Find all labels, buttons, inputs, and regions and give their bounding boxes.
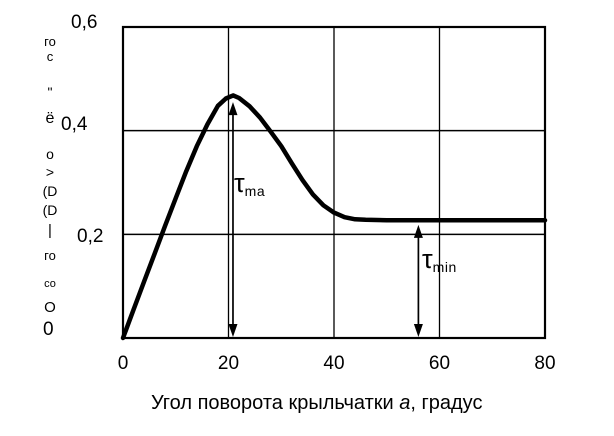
tau-max-annotation-label: τma: [234, 168, 266, 199]
x-axis-title-variable: а: [399, 392, 411, 414]
tau-max-symbol: τ: [234, 168, 245, 198]
x-tick-label: 60: [428, 353, 451, 374]
x-axis-title-pre: Угол поворота крыльчатки: [151, 392, 400, 414]
plot-border: [121, 25, 547, 340]
y-tick-label: 0: [43, 319, 54, 340]
y-axis-label-fragment: со: [44, 278, 56, 290]
y-axis-label-fragment: го: [44, 248, 56, 263]
x-axis-title-post: , градус: [410, 392, 483, 414]
x-tick-label: 80: [534, 353, 556, 374]
y-axis-label-fragment: |: [48, 222, 52, 239]
y-axis-label-fragment: (D: [42, 202, 58, 218]
tau-max-subscript: ma: [244, 183, 266, 199]
y-tick-label: 0,2: [77, 226, 104, 247]
y-axis-label-fragment: о: [46, 146, 54, 162]
y-axis-label-fragment: го: [44, 34, 56, 49]
y-axis-label-fragment: О: [44, 299, 56, 316]
y-tick-label: 0,6: [71, 12, 98, 33]
x-tick-label: 20: [217, 353, 240, 374]
tau-max-arrowhead-up: [228, 102, 238, 116]
y-axis-label-fragment: ё: [45, 110, 55, 127]
x-axis-title: Угол поворота крыльчатки а, градус: [151, 391, 482, 415]
torque-curve: [120, 93, 548, 341]
x-tick-label: 0: [117, 353, 129, 374]
tau-min-arrowhead-up: [413, 224, 423, 238]
y-tick-label: 0,4: [61, 114, 88, 135]
y-axis-label-fragment: (D: [42, 183, 58, 199]
tau-max-arrowhead-down: [228, 324, 238, 337]
tau-min-symbol: τ: [422, 244, 433, 274]
y-axis-label-fragment: >: [45, 164, 55, 180]
x-tick-label: 40: [323, 353, 345, 374]
tau-min-annotation-label: τmin: [422, 244, 457, 275]
tau-min-subscript: min: [432, 259, 457, 275]
y-axis-label-fragment: ": [47, 84, 53, 100]
tau-min-arrowhead-down: [413, 324, 423, 337]
y-axis-label-fragment: с: [46, 49, 54, 64]
